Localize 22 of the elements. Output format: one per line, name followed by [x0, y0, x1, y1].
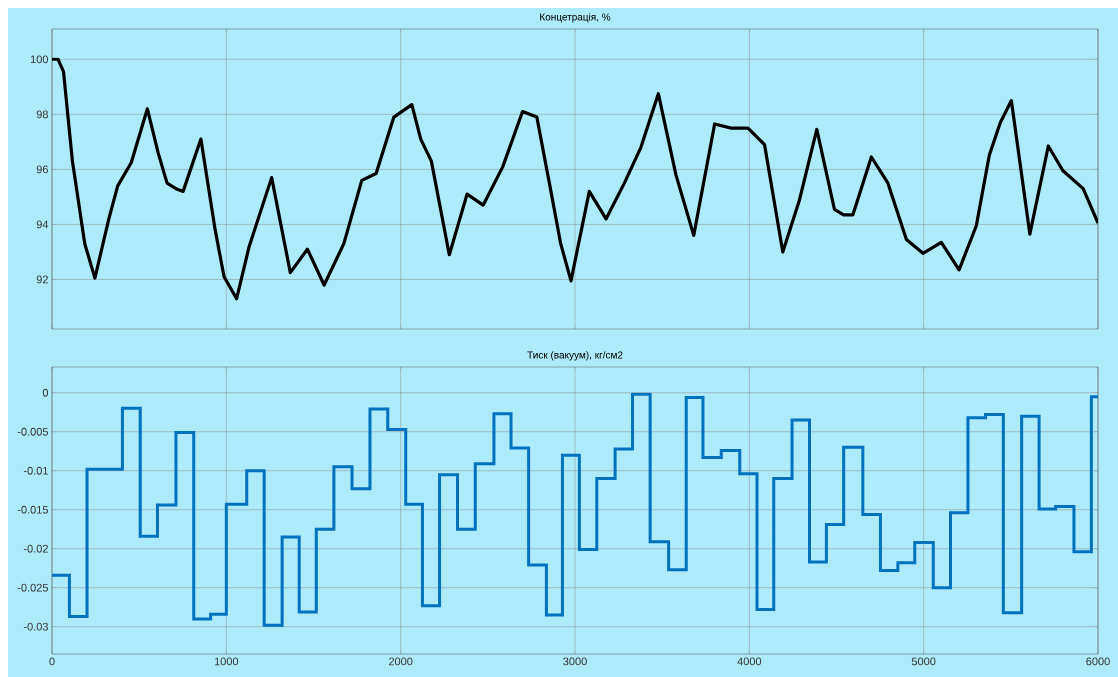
y-tick-label: -0.025: [17, 583, 48, 592]
x-tick-label: 4000: [737, 657, 762, 666]
x-tick-label: 5000: [911, 657, 936, 666]
line-series: [52, 57, 1099, 301]
y-tick-label: 92: [36, 275, 48, 284]
y-tick-label: -0.02: [23, 544, 48, 553]
y-tick-label: 96: [36, 165, 48, 174]
x-tick-label: 0: [49, 657, 55, 666]
y-tick-label: -0.015: [17, 505, 48, 514]
x-tick-label: 2000: [388, 657, 413, 666]
y-tick-label: 100: [30, 55, 49, 64]
y-tick-label: -0.03: [23, 622, 48, 631]
y-tick-label: 98: [36, 110, 48, 119]
chart-title: Концетрація, %: [540, 13, 611, 23]
y-tick-label: -0.005: [17, 427, 48, 436]
y-tick-label: -0.01: [23, 466, 48, 475]
x-tick-label: 6000: [1086, 657, 1110, 666]
chart-title: Тиск (вакуум), кг/см2: [527, 351, 623, 361]
y-tick-label: 0: [42, 388, 49, 397]
x-tick-label: 3000: [563, 657, 587, 666]
x-tick-label: 1000: [214, 657, 239, 666]
y-tick-label: 94: [36, 220, 49, 229]
